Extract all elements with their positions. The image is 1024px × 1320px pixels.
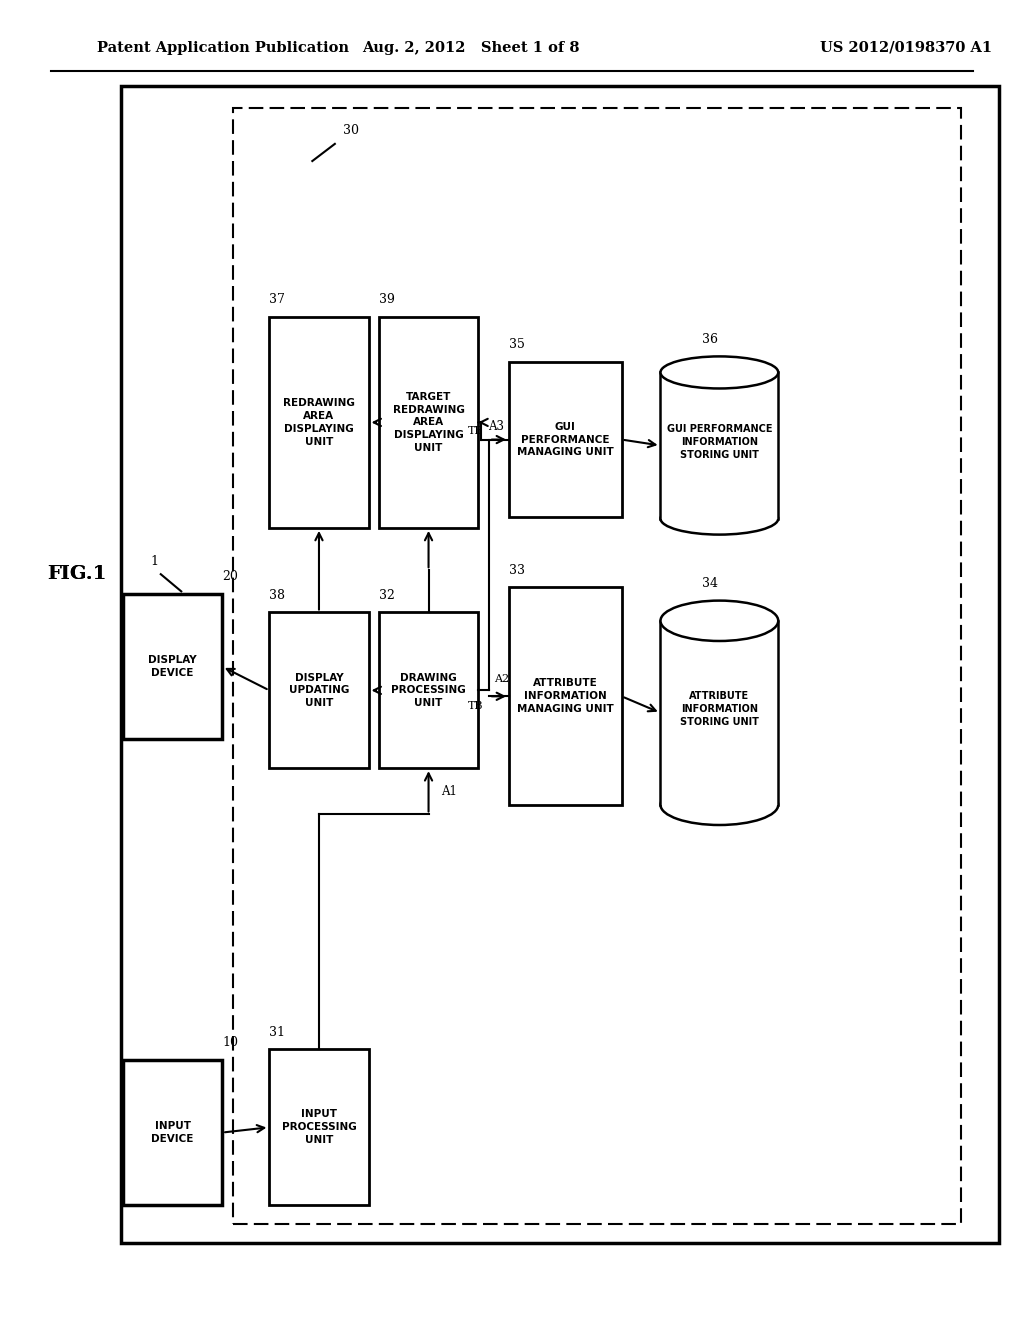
Text: 33: 33 xyxy=(509,564,525,577)
Bar xyxy=(660,620,778,805)
Bar xyxy=(660,372,778,519)
Text: 39: 39 xyxy=(379,293,395,306)
Bar xyxy=(660,620,778,805)
Text: INPUT
PROCESSING
UNIT: INPUT PROCESSING UNIT xyxy=(282,1110,356,1144)
Text: DISPLAY
UPDATING
UNIT: DISPLAY UPDATING UNIT xyxy=(289,673,349,708)
Text: FIG.1: FIG.1 xyxy=(47,565,106,583)
FancyBboxPatch shape xyxy=(123,594,222,739)
FancyBboxPatch shape xyxy=(269,612,369,768)
Text: 35: 35 xyxy=(509,338,525,351)
Text: A1: A1 xyxy=(440,785,457,797)
Text: A2: A2 xyxy=(494,673,509,684)
Ellipse shape xyxy=(660,503,778,535)
Text: TB: TB xyxy=(468,701,483,711)
Text: Aug. 2, 2012   Sheet 1 of 8: Aug. 2, 2012 Sheet 1 of 8 xyxy=(362,41,580,54)
Ellipse shape xyxy=(660,601,778,642)
Text: REDRAWING
AREA
DISPLAYING
UNIT: REDRAWING AREA DISPLAYING UNIT xyxy=(283,399,355,446)
FancyBboxPatch shape xyxy=(509,587,622,805)
Text: 20: 20 xyxy=(222,570,239,583)
Text: INPUT
DEVICE: INPUT DEVICE xyxy=(152,1121,194,1144)
FancyBboxPatch shape xyxy=(123,1060,222,1205)
Text: TB: TB xyxy=(468,425,483,436)
Text: 10: 10 xyxy=(222,1036,239,1049)
Text: FIG.1: FIG.1 xyxy=(47,565,106,583)
Text: 37: 37 xyxy=(269,293,286,306)
FancyBboxPatch shape xyxy=(121,86,999,1243)
Text: 31: 31 xyxy=(269,1026,286,1039)
Text: GUI PERFORMANCE
INFORMATION
STORING UNIT: GUI PERFORMANCE INFORMATION STORING UNIT xyxy=(667,425,772,461)
Text: 30: 30 xyxy=(343,124,359,137)
Text: GUI
PERFORMANCE
MANAGING UNIT: GUI PERFORMANCE MANAGING UNIT xyxy=(517,422,613,457)
Text: 1: 1 xyxy=(151,554,159,568)
Text: TARGET
REDRAWING
AREA
DISPLAYING
UNIT: TARGET REDRAWING AREA DISPLAYING UNIT xyxy=(392,392,465,453)
Text: DISPLAY
DEVICE: DISPLAY DEVICE xyxy=(148,655,197,678)
Text: US 2012/0198370 A1: US 2012/0198370 A1 xyxy=(820,41,992,54)
Text: DRAWING
PROCESSING
UNIT: DRAWING PROCESSING UNIT xyxy=(391,673,466,708)
Text: Patent Application Publication: Patent Application Publication xyxy=(97,41,349,54)
Ellipse shape xyxy=(660,356,778,388)
Bar xyxy=(660,372,778,519)
Text: A3: A3 xyxy=(487,420,504,433)
FancyBboxPatch shape xyxy=(509,362,622,517)
FancyBboxPatch shape xyxy=(269,317,369,528)
Text: ATTRIBUTE
INFORMATION
MANAGING UNIT: ATTRIBUTE INFORMATION MANAGING UNIT xyxy=(517,678,613,714)
Text: ATTRIBUTE
INFORMATION
STORING UNIT: ATTRIBUTE INFORMATION STORING UNIT xyxy=(680,690,759,726)
FancyBboxPatch shape xyxy=(379,612,478,768)
FancyBboxPatch shape xyxy=(269,1049,369,1205)
FancyBboxPatch shape xyxy=(379,317,478,528)
Text: 36: 36 xyxy=(701,333,718,346)
Text: 32: 32 xyxy=(379,589,395,602)
Ellipse shape xyxy=(660,784,778,825)
Text: 34: 34 xyxy=(701,577,718,590)
Text: 38: 38 xyxy=(269,589,286,602)
